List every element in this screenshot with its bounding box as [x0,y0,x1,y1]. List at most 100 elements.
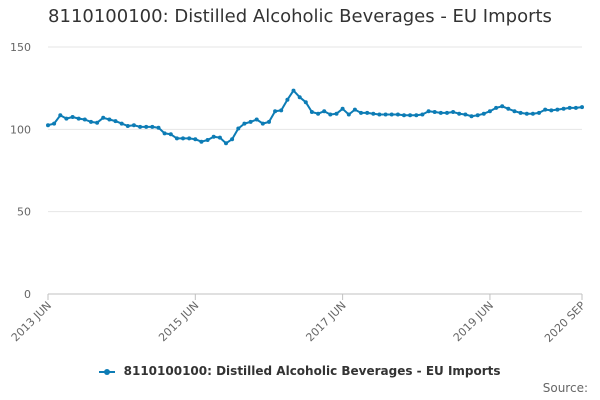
x-tick-label: 2013 JUN [9,299,54,344]
legend[interactable]: 8110100100: Distilled Alcoholic Beverage… [0,364,600,378]
data-point [168,132,173,137]
data-point [481,111,486,116]
data-point [181,136,185,141]
y-tick-label: 150 [10,41,31,54]
data-point [101,115,106,120]
data-point [555,107,560,112]
data-point [162,131,167,136]
x-axis: 2013 JUN 2015 JUN 2017 JUN 2019 JUN 2020 SEP [9,294,588,345]
data-point [309,110,314,114]
data-point [561,106,566,111]
data-point [530,111,535,116]
data-point [432,110,437,114]
data-point [402,113,406,118]
data-point [340,106,345,111]
data-point [322,109,327,114]
data-point [303,100,308,105]
data-point [580,105,584,110]
data-point [518,110,523,115]
data-point [64,116,69,121]
data-point [150,124,155,129]
data-point [254,117,259,122]
data-point [475,113,480,118]
data-point [224,141,228,146]
data-point [267,119,271,124]
data-point [494,105,499,110]
data-point [199,139,204,144]
data-point [205,138,210,142]
data-point [217,135,222,140]
data-point [487,109,492,114]
data-point [125,124,130,128]
data-point [144,124,149,129]
data-point [383,112,388,117]
data-point [567,105,572,110]
data-point [359,110,363,115]
data-point [469,114,474,119]
gridlines [48,46,582,295]
data-point [230,137,235,142]
data-point [76,116,81,121]
data-point [500,104,505,109]
data-point [58,113,63,118]
source-label: Source: [542,381,588,395]
data-point [113,119,118,124]
data-point [52,121,57,126]
data-point [506,106,511,111]
data-point [211,134,216,139]
data-point [156,125,161,130]
y-tick-label: 0 [24,288,31,301]
x-tick-label: 2019 JUN [451,299,496,344]
data-point [512,109,517,114]
data-point [395,112,400,117]
data-point [119,121,124,126]
data-point [291,88,296,93]
data-point [273,109,278,114]
x-tick-label: 2017 JUN [303,299,348,344]
data-point [131,123,136,128]
data-point [236,126,241,131]
data-point [279,108,284,113]
data-point [537,110,541,115]
legend-marker-icon [99,367,116,377]
data-point [248,119,253,124]
data-point [70,115,75,119]
data-point [328,112,333,117]
x-tick-label: 2015 JUN [156,299,201,344]
data-point [334,111,339,116]
data-point [138,124,143,129]
data-point [316,111,321,116]
data-point [543,107,548,112]
data-point [573,105,578,110]
data-point [457,111,462,116]
data-point [193,137,198,142]
data-point [89,119,93,124]
data-point [242,121,247,126]
data-point [463,112,468,117]
x-tick-label: 2020 SEP [542,299,588,345]
data-point [260,121,265,126]
data-point [414,113,419,118]
data-point [445,110,449,115]
data-point [451,110,456,114]
series-layer [46,88,584,146]
chart-title: 8110100100: Distilled Alcoholic Beverage… [48,6,552,27]
y-tick-label: 100 [10,123,31,136]
data-point [389,112,394,117]
series-line [47,89,583,145]
data-point [346,112,351,117]
data-point [377,112,382,117]
y-axis: 0 50 100 150 [10,41,31,301]
legend-label: 8110100100: Distilled Alcoholic Beverage… [123,364,501,378]
data-point [426,109,431,114]
data-point [82,117,87,122]
data-point [438,110,443,115]
data-point [107,117,112,122]
data-point [285,97,290,102]
y-tick-label: 50 [17,206,31,219]
data-point [187,136,192,141]
data-point [408,113,413,118]
data-point [297,95,302,100]
data-point [46,123,50,128]
